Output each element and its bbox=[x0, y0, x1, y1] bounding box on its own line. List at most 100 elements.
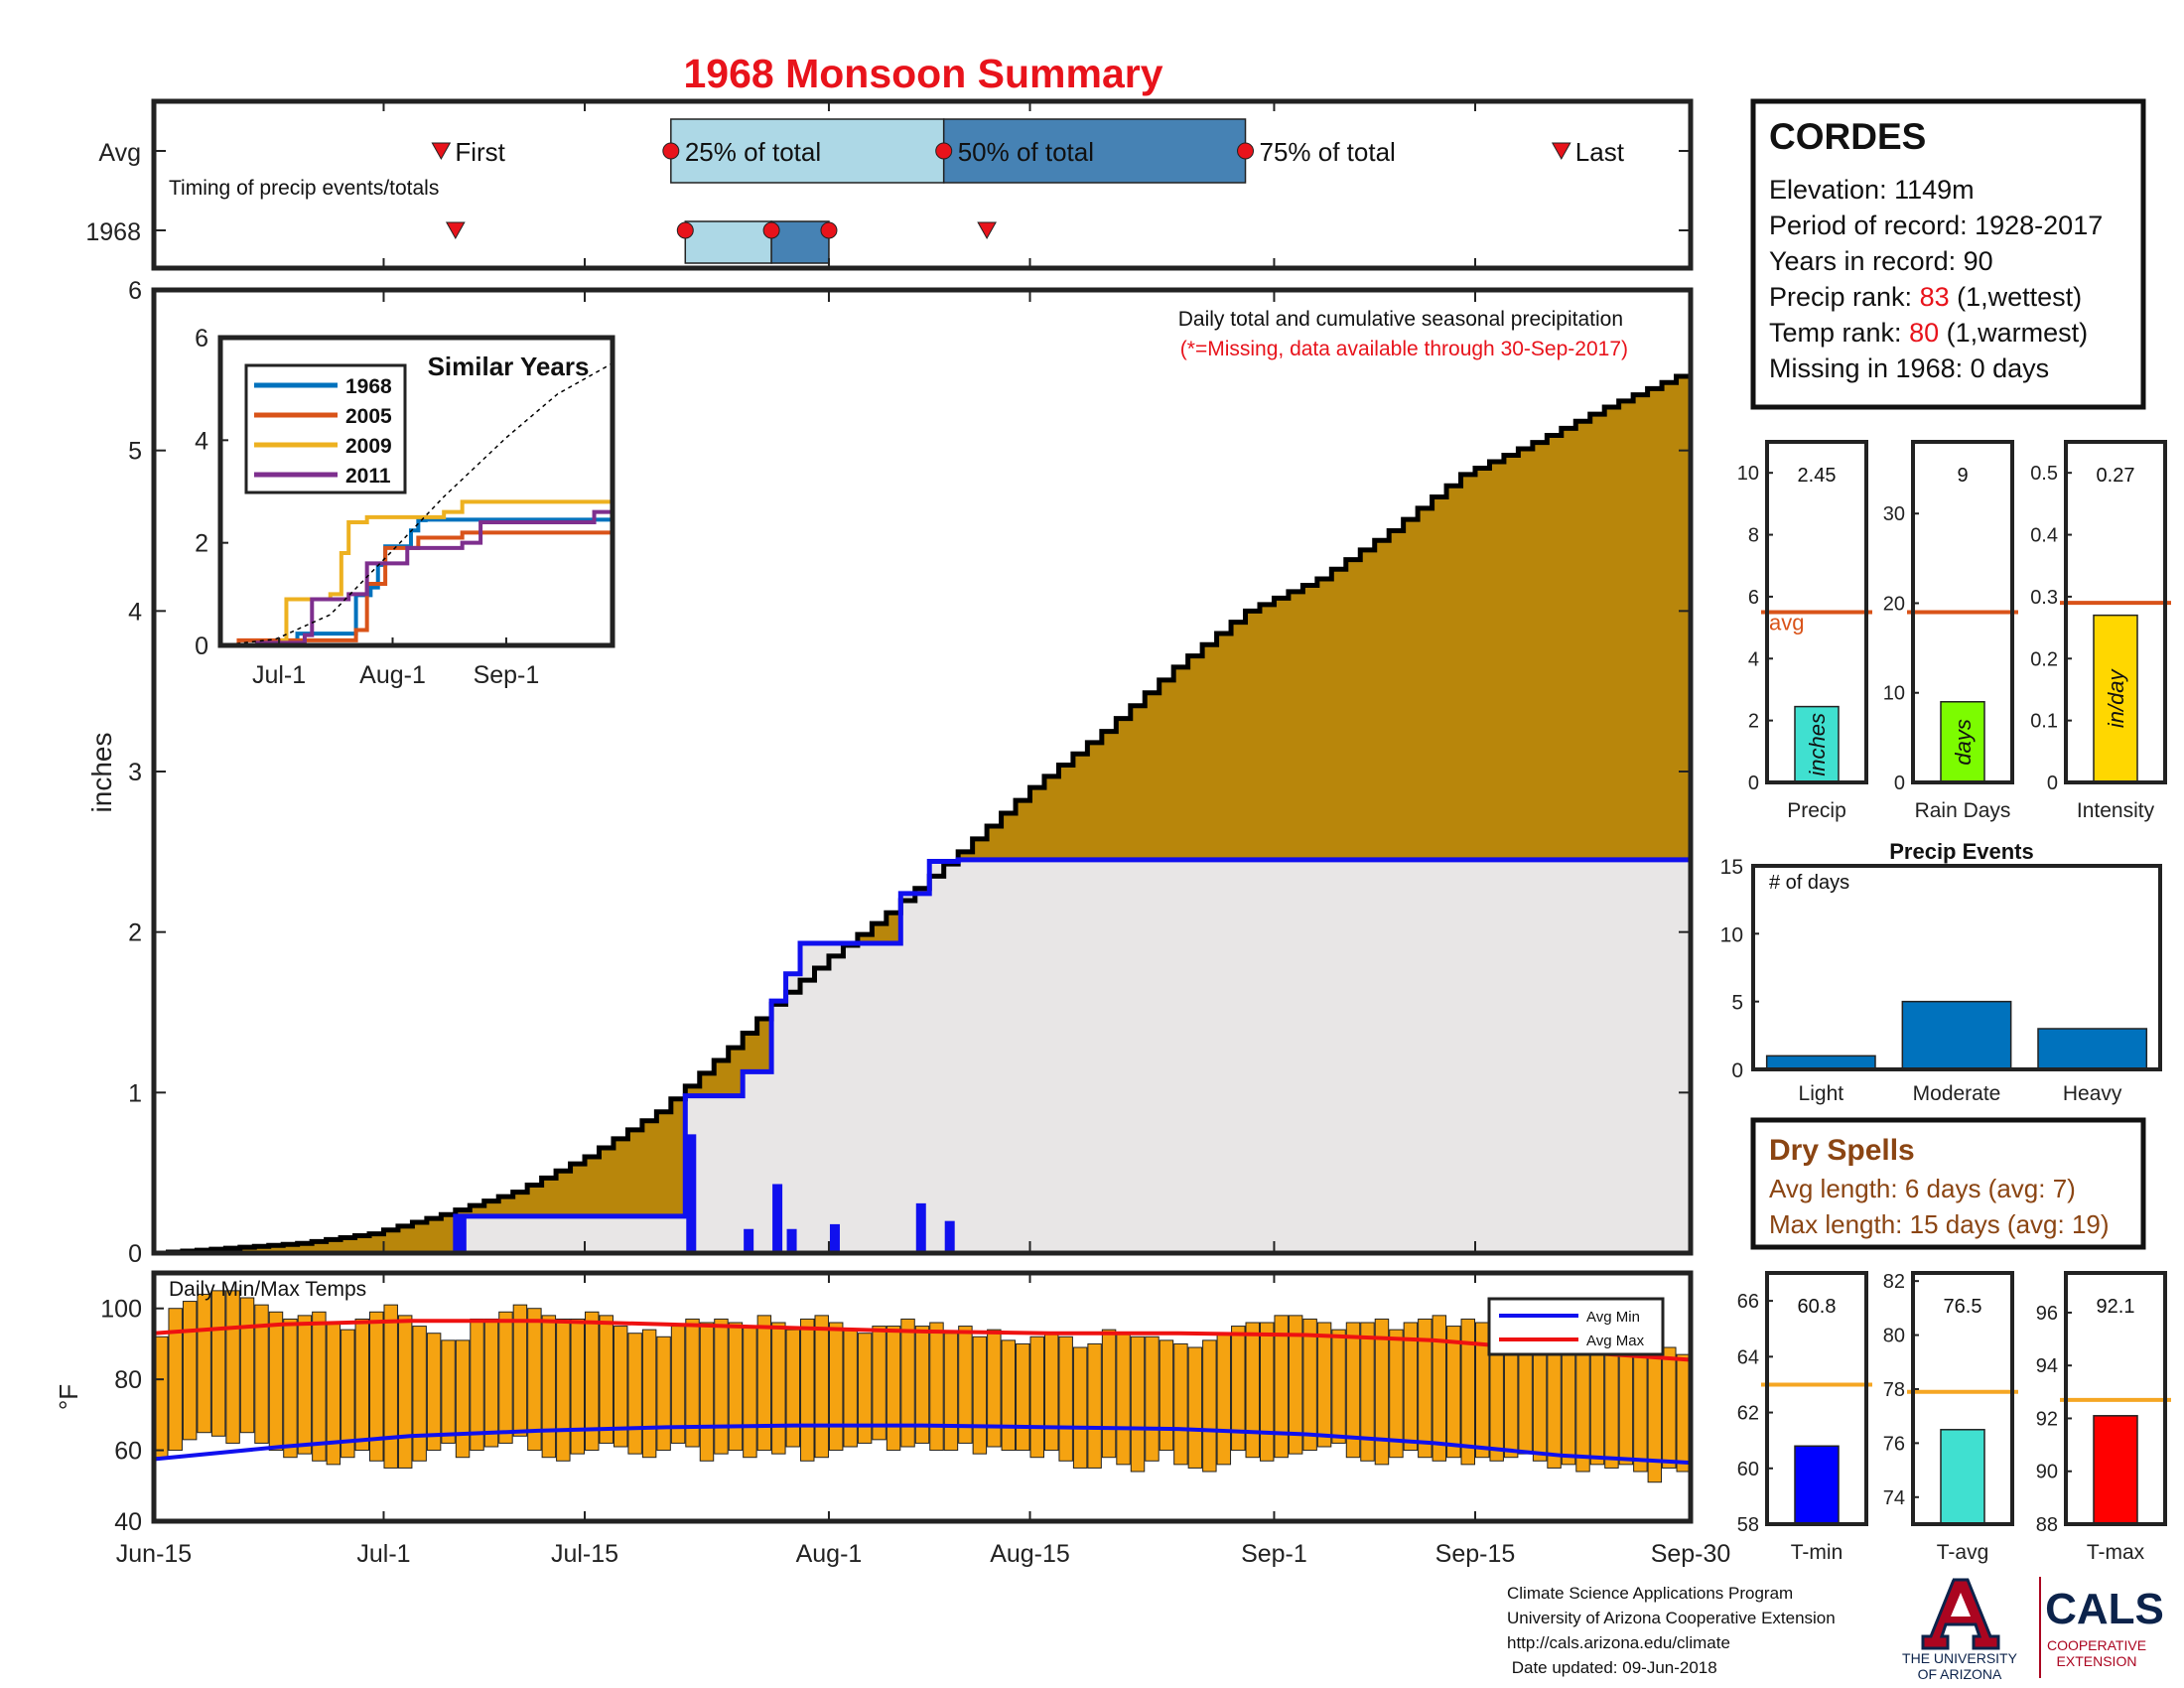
year-box-25-50 bbox=[684, 220, 772, 264]
mini-bar-precip bbox=[1794, 705, 1840, 783]
events-bar-light bbox=[1765, 1055, 1876, 1070]
mini-y-tick-label: 90 bbox=[2036, 1462, 2058, 1483]
timing-caption: Timing of precip events/totals bbox=[169, 177, 439, 200]
temp-y-tick-label: 80 bbox=[114, 1366, 142, 1394]
main-y-tick-label: 6 bbox=[128, 277, 142, 305]
precip-rank-prefix: Precip rank: bbox=[1769, 282, 1920, 312]
mini-y-tick-label: 10 bbox=[1737, 463, 1759, 485]
temperature-chart: 40 60 80 100 Avg Min Avg Max Daily Min/Max Te… bbox=[54, 1270, 1694, 1536]
events-title: Precip Events bbox=[1889, 839, 2034, 864]
percent-label: 25% of total bbox=[685, 137, 821, 167]
cals-logo: CALS COOPERATIVE EXTENSION bbox=[2045, 1585, 2164, 1669]
events-y-tick-label: 15 bbox=[1720, 856, 1743, 879]
mini-y-tick-label: 58 bbox=[1737, 1514, 1759, 1536]
daily-temp-bar bbox=[455, 1339, 471, 1459]
date-tick-label: Jul-15 bbox=[551, 1540, 618, 1568]
inset-x-tick-label: Aug-1 bbox=[359, 661, 426, 689]
daily-temp-bar bbox=[987, 1329, 1002, 1448]
daily-temp-bar bbox=[397, 1315, 413, 1469]
daily-temp-bar bbox=[685, 1318, 700, 1448]
mini-bar-t-min bbox=[1794, 1445, 1840, 1525]
mini-y-tick-label: 62 bbox=[1737, 1403, 1759, 1425]
precip-rank-value: 83 bbox=[1920, 282, 1950, 312]
main-y-tick-label: 2 bbox=[128, 919, 142, 947]
daily-precip-bar bbox=[744, 1228, 754, 1253]
cals-logo-word: CALS bbox=[2045, 1585, 2164, 1633]
daily-temp-bar bbox=[182, 1301, 198, 1441]
daily-precip-bar bbox=[944, 1220, 955, 1253]
daily-temp-bar bbox=[527, 1308, 542, 1452]
cals-logo-line-1: COOPERATIVE bbox=[2047, 1637, 2146, 1653]
mini-y-tick-label: 76 bbox=[1883, 1433, 1905, 1455]
daily-temp-bar bbox=[771, 1322, 786, 1455]
mini-y-tick-label: 4 bbox=[1748, 648, 1759, 670]
inset-legend-label: 2011 bbox=[345, 465, 391, 488]
daily-temp-bar bbox=[1316, 1322, 1332, 1448]
daily-temp-bar bbox=[383, 1304, 398, 1469]
temp-rank-suffix: (1,warmest) bbox=[1939, 318, 2088, 348]
date-tick-label: Sep-1 bbox=[1241, 1540, 1307, 1568]
mini-panel-frame bbox=[1765, 1271, 1868, 1526]
daily-temp-bar bbox=[312, 1311, 327, 1462]
daily-temp-bar bbox=[341, 1329, 355, 1459]
mini-y-tick-label: 96 bbox=[2036, 1303, 2058, 1325]
mini-y-tick-label: 66 bbox=[1737, 1291, 1759, 1313]
daily-temp-bar bbox=[1058, 1336, 1073, 1462]
temp-legend-box bbox=[1487, 1297, 1665, 1356]
avg-first-marker bbox=[431, 142, 452, 161]
mini-bar-intensity bbox=[2093, 614, 2138, 783]
mini-value-label: 0.27 bbox=[2097, 465, 2135, 487]
year-75-marker bbox=[820, 221, 838, 239]
daily-temp-bar bbox=[1259, 1322, 1275, 1462]
daily-temp-bar bbox=[412, 1326, 427, 1462]
avg-75-marker bbox=[1237, 142, 1255, 160]
daily-temp-bar bbox=[354, 1318, 370, 1452]
daily-temp-bar bbox=[714, 1318, 729, 1455]
mini-y-tick-label: 20 bbox=[1883, 593, 1905, 615]
main-y-tick-label: 0 bbox=[128, 1240, 142, 1268]
main-y-axis-label: inches bbox=[86, 733, 117, 813]
mini-bar-unit-label: inches bbox=[1805, 713, 1830, 776]
daily-temp-bar bbox=[1676, 1353, 1692, 1473]
mini-y-tick-label: 78 bbox=[1883, 1379, 1905, 1401]
daily-temp-bar bbox=[1101, 1329, 1117, 1459]
daily-temp-bar bbox=[1016, 1342, 1030, 1452]
inset-series-line bbox=[220, 496, 614, 647]
mini-y-tick-label: 0 bbox=[1748, 773, 1759, 794]
mini-y-tick-label: 64 bbox=[1737, 1346, 1759, 1368]
inset-marks: 0 2 4 6 Jul-1 Aug-1 Sep-1 1968 2005 2009 2011 bbox=[195, 325, 614, 689]
mini-bar-t-avg bbox=[1940, 1429, 1985, 1525]
daily-temp-bar bbox=[225, 1290, 240, 1444]
date-tick-label: Sep-15 bbox=[1435, 1540, 1516, 1568]
daily-temp-bar bbox=[1662, 1346, 1677, 1469]
daily-temp-bar bbox=[1460, 1318, 1475, 1466]
avg-max-line bbox=[153, 1319, 1692, 1362]
timing-row-label-year: 1968 bbox=[85, 218, 141, 246]
daily-temp-bar bbox=[570, 1318, 586, 1455]
avg-25-marker bbox=[662, 142, 680, 160]
footer-line-3: http://cals.arizona.edu/climate bbox=[1507, 1633, 1730, 1652]
timing-panel: First Last 25% of total 50% of total 75% of … bbox=[85, 98, 1694, 271]
dry-spells-frame bbox=[1750, 1117, 2146, 1250]
daily-temp-bar bbox=[426, 1333, 442, 1452]
daily-precip-bar bbox=[686, 1134, 697, 1253]
inset-series-line bbox=[220, 496, 614, 647]
inset-frame bbox=[217, 335, 615, 648]
daily-temp-bar bbox=[1274, 1315, 1289, 1459]
avg-last-marker bbox=[1551, 142, 1571, 161]
mini-category-label: Intensity bbox=[2077, 799, 2155, 822]
dry-spells-box: Dry Spells Avg length: 6 days (avg: 7) M… bbox=[1750, 1117, 2146, 1250]
events-bar-heavy bbox=[2037, 1028, 2148, 1070]
daily-temp-bar bbox=[1245, 1322, 1260, 1459]
station-years: Years in record: 90 bbox=[1769, 246, 1993, 276]
daily-temp-bar bbox=[1374, 1318, 1390, 1466]
daily-temp-bar bbox=[641, 1329, 657, 1459]
avg-box-25-50 bbox=[670, 118, 945, 184]
events-marks: Light Moderate Heavy 0 5 10 15 bbox=[1720, 856, 2148, 1105]
daily-temp-bar bbox=[1043, 1333, 1059, 1452]
daily-temp-bar bbox=[1432, 1315, 1447, 1462]
daily-temp-bar bbox=[814, 1315, 829, 1459]
inset-title: Similar Years bbox=[428, 352, 590, 381]
daily-temp-bar bbox=[1231, 1326, 1246, 1452]
